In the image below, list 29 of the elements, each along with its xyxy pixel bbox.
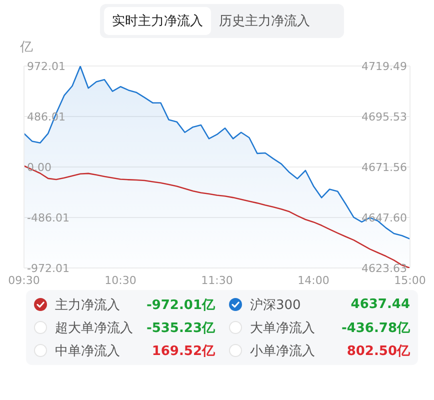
text: 802.50亿 [346,342,410,360]
x-tick-label: 15:00 [394,274,426,287]
legend-label: 沪深300 [250,296,302,314]
text: -436.78亿 [341,320,410,336]
x-tick-label: 09:30 [8,274,40,287]
y2-tick-label: 4719.49 [362,60,407,73]
legend-label: 主力净流入 [55,296,121,314]
y-axis-title: 亿 [20,40,34,56]
text: 169.52亿 [152,342,215,360]
y-tick-label: 0.00 [27,161,52,174]
y-tick-label: 972.01 [27,60,66,73]
text: -972.01亿 [146,296,215,314]
text: 中单净流入 [55,342,121,360]
text: -535.23亿 [146,320,215,336]
x-tick-label: 11:30 [201,274,233,287]
y-tick-label: -972.01 [27,262,70,275]
y2-tick-label: 4623.63 [362,262,407,275]
y2-tick-label: 4671.56 [362,161,407,174]
text: 实时主力净流入 [104,7,211,35]
y-tick-label: -486.01 [27,212,70,224]
text: 历史主力净流入 [218,13,311,31]
y2-tick-label: 4695.53 [362,110,407,124]
x-tick-label: 14:00 [298,274,330,287]
text: 超大单净流入 [55,320,134,336]
y2-tick-label: 4647.60 [362,211,407,224]
text: 小单净流入 [250,342,316,360]
x-tick-label: 10:30 [104,274,136,287]
text: 4637.44 [350,297,410,312]
text: 大单净流入 [250,320,316,336]
